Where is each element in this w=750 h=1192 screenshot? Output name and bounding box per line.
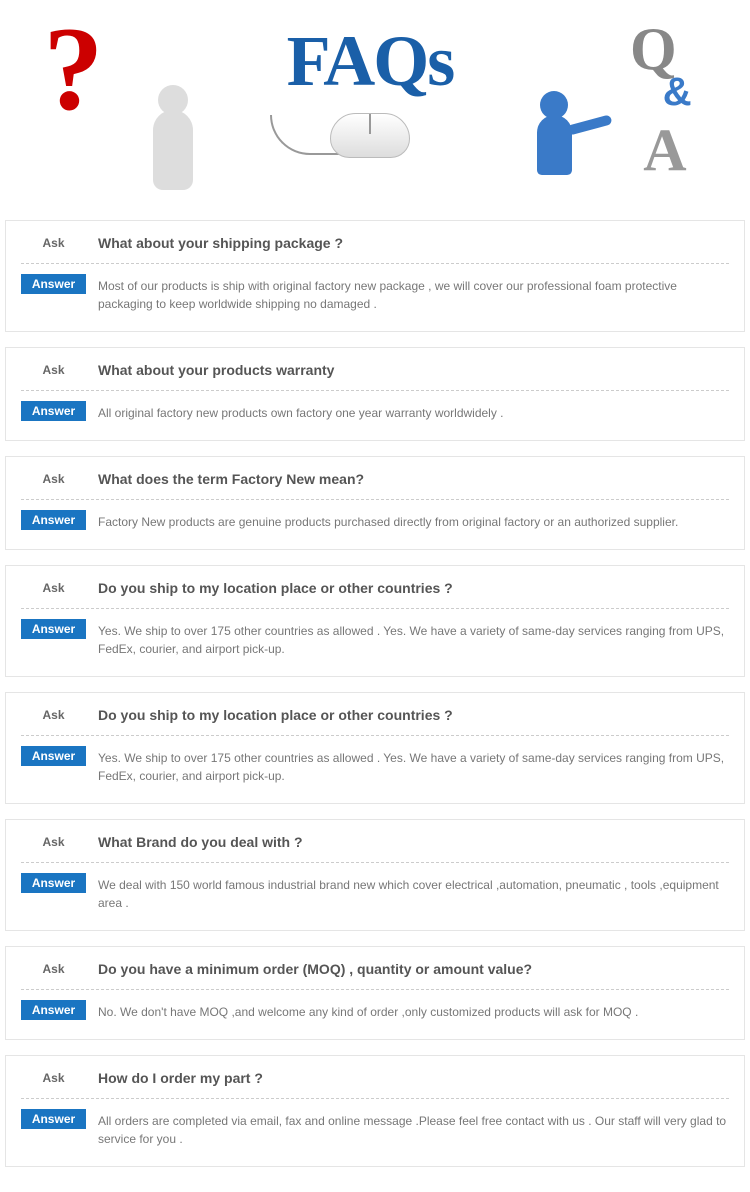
red-question-mark-icon: ? bbox=[43, 0, 103, 138]
faq-answer-row: Answer All orders are completed via emai… bbox=[21, 1109, 729, 1148]
faq-question-row: Ask What about your products warranty bbox=[21, 360, 729, 391]
faq-answer-text: Factory New products are genuine product… bbox=[86, 510, 678, 531]
faq-answer-text: We deal with 150 world famous industrial… bbox=[86, 873, 729, 912]
faq-question-text: Do you have a minimum order (MOQ) , quan… bbox=[86, 959, 532, 977]
faq-answer-row: Answer No. We don't have MOQ ,and welcom… bbox=[21, 1000, 729, 1021]
ampersand-icon: & bbox=[663, 70, 692, 115]
faq-item: Ask How do I order my part ? Answer All … bbox=[5, 1055, 745, 1167]
faq-question-text: What about your products warranty bbox=[86, 360, 334, 378]
faq-question-row: Ask Do you ship to my location place or … bbox=[21, 578, 729, 609]
faq-answer-text: All orders are completed via email, fax … bbox=[86, 1109, 729, 1148]
ask-label: Ask bbox=[21, 469, 86, 489]
ask-label: Ask bbox=[21, 233, 86, 253]
answer-label: Answer bbox=[21, 274, 86, 294]
ask-label: Ask bbox=[21, 959, 86, 979]
answer-label: Answer bbox=[21, 1109, 86, 1129]
faq-answer-row: Answer Yes. We ship to over 175 other co… bbox=[21, 746, 729, 785]
faq-question-row: Ask How do I order my part ? bbox=[21, 1068, 729, 1099]
faq-item: Ask What does the term Factory New mean?… bbox=[5, 456, 745, 550]
thinking-figure-icon bbox=[153, 110, 193, 190]
faq-answer-row: Answer Factory New products are genuine … bbox=[21, 510, 729, 531]
answer-label: Answer bbox=[21, 619, 86, 639]
faq-answer-text: Most of our products is ship with origin… bbox=[86, 274, 729, 313]
faq-question-row: Ask What Brand do you deal with ? bbox=[21, 832, 729, 863]
faq-question-text: What Brand do you deal with ? bbox=[86, 832, 303, 850]
qa-graphic: Q & A bbox=[537, 15, 707, 195]
faqs-logo: FAQs bbox=[230, 20, 510, 190]
faq-question-text: How do I order my part ? bbox=[86, 1068, 263, 1086]
ask-label: Ask bbox=[21, 360, 86, 380]
faq-item: Ask What about your products warranty An… bbox=[5, 347, 745, 441]
ask-label: Ask bbox=[21, 832, 86, 852]
faq-item: Ask What about your shipping package ? A… bbox=[5, 220, 745, 332]
ask-label: Ask bbox=[21, 1068, 86, 1088]
answer-label: Answer bbox=[21, 746, 86, 766]
question-mark-graphic: ? bbox=[43, 20, 203, 190]
faq-answer-text: All original factory new products own fa… bbox=[86, 401, 504, 422]
faq-item: Ask Do you ship to my location place or … bbox=[5, 565, 745, 677]
faqs-text: FAQs bbox=[230, 20, 510, 103]
faq-list: Ask What about your shipping package ? A… bbox=[0, 210, 750, 1192]
faq-answer-text: Yes. We ship to over 175 other countries… bbox=[86, 619, 729, 658]
faq-question-text: Do you ship to my location place or othe… bbox=[86, 705, 453, 723]
pointing-figure-icon bbox=[537, 115, 572, 175]
mouse-icon bbox=[330, 113, 410, 158]
faq-question-row: Ask What does the term Factory New mean? bbox=[21, 469, 729, 500]
a-letter-icon: A bbox=[643, 116, 686, 185]
faq-question-row: Ask Do you ship to my location place or … bbox=[21, 705, 729, 736]
answer-label: Answer bbox=[21, 873, 86, 893]
faq-item: Ask Do you ship to my location place or … bbox=[5, 692, 745, 804]
answer-label: Answer bbox=[21, 401, 86, 421]
faq-answer-row: Answer Most of our products is ship with… bbox=[21, 274, 729, 313]
faq-answer-text: No. We don't have MOQ ,and welcome any k… bbox=[86, 1000, 638, 1021]
faq-question-text: What does the term Factory New mean? bbox=[86, 469, 364, 487]
faq-item: Ask What Brand do you deal with ? Answer… bbox=[5, 819, 745, 931]
faq-answer-text: Yes. We ship to over 175 other countries… bbox=[86, 746, 729, 785]
answer-label: Answer bbox=[21, 510, 86, 530]
ask-label: Ask bbox=[21, 578, 86, 598]
faq-item: Ask Do you have a minimum order (MOQ) , … bbox=[5, 946, 745, 1040]
faq-header-banner: ? FAQs Q & A bbox=[0, 0, 750, 210]
ask-label: Ask bbox=[21, 705, 86, 725]
faq-question-row: Ask What about your shipping package ? bbox=[21, 233, 729, 264]
faq-answer-row: Answer Yes. We ship to over 175 other co… bbox=[21, 619, 729, 658]
faq-answer-row: Answer All original factory new products… bbox=[21, 401, 729, 422]
faq-answer-row: Answer We deal with 150 world famous ind… bbox=[21, 873, 729, 912]
faq-question-row: Ask Do you have a minimum order (MOQ) , … bbox=[21, 959, 729, 990]
answer-label: Answer bbox=[21, 1000, 86, 1020]
faq-question-text: Do you ship to my location place or othe… bbox=[86, 578, 453, 596]
faq-question-text: What about your shipping package ? bbox=[86, 233, 343, 251]
